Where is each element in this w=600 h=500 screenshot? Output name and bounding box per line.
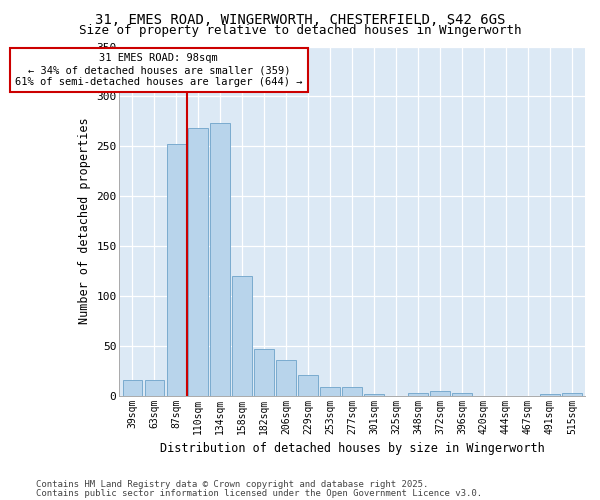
Bar [364,394,384,396]
Y-axis label: Number of detached properties: Number of detached properties [77,118,91,324]
Bar [254,349,274,396]
Text: 31, EMES ROAD, WINGERWORTH, CHESTERFIELD, S42 6GS: 31, EMES ROAD, WINGERWORTH, CHESTERFIELD… [95,12,505,26]
Bar [408,392,428,396]
Text: 31 EMES ROAD: 98sqm
← 34% of detached houses are smaller (359)
61% of semi-detac: 31 EMES ROAD: 98sqm ← 34% of detached ho… [15,54,302,86]
Bar [232,276,252,396]
Bar [145,380,164,396]
Text: Size of property relative to detached houses in Wingerworth: Size of property relative to detached ho… [79,24,521,37]
Bar [211,124,230,396]
Bar [122,380,142,396]
Bar [298,374,318,396]
Bar [540,394,560,396]
Text: Contains public sector information licensed under the Open Government Licence v3: Contains public sector information licen… [36,488,482,498]
Text: Contains HM Land Registry data © Crown copyright and database right 2025.: Contains HM Land Registry data © Crown c… [36,480,428,489]
Bar [188,128,208,396]
Bar [342,386,362,396]
X-axis label: Distribution of detached houses by size in Wingerworth: Distribution of detached houses by size … [160,442,545,455]
Bar [562,392,582,396]
Bar [430,390,450,396]
Bar [167,144,186,396]
Bar [320,386,340,396]
Bar [277,360,296,396]
Bar [452,392,472,396]
